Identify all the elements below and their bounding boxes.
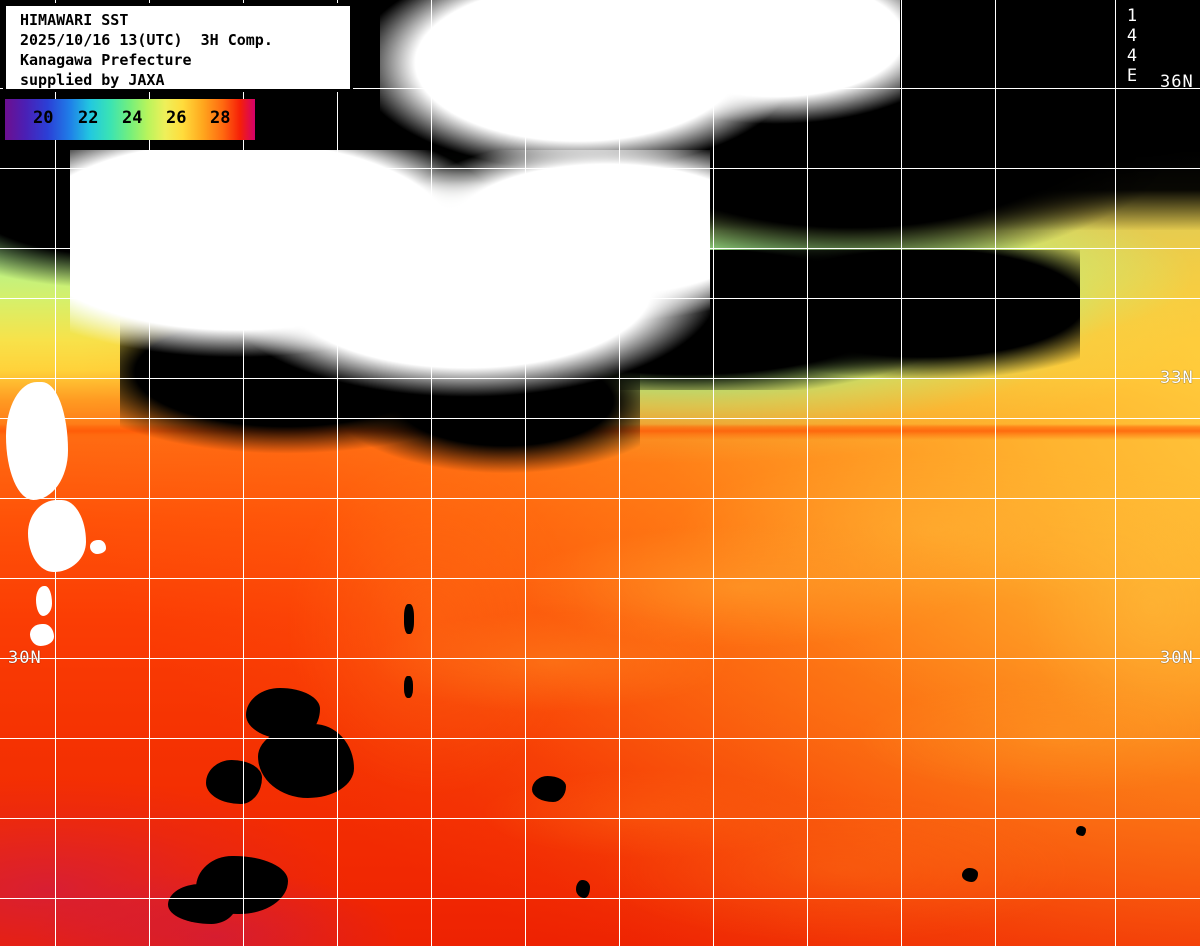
gridline-vertical-144e: [1115, 0, 1116, 946]
land-island: [30, 624, 54, 646]
land-island: [6, 382, 68, 500]
gridline-vertical: [431, 0, 432, 946]
cloud-blob: [532, 776, 566, 802]
cloud-blob: [168, 884, 238, 924]
gridline-horizontal-33n: [0, 378, 1200, 379]
gridline-vertical: [807, 0, 808, 946]
colorbar-tick-28: 28: [210, 108, 231, 128]
title-line-source: supplied by JAXA: [20, 71, 165, 89]
gridline-horizontal: [0, 818, 1200, 819]
title-line-product: HIMAWARI SST: [20, 11, 129, 29]
colorbar-tick-26: 26: [166, 108, 187, 128]
gridline-horizontal: [0, 738, 1200, 739]
lon-label-144e: 144E: [1122, 6, 1142, 86]
lat-label-36n-right: 36N: [1160, 72, 1194, 92]
gridline-horizontal: [0, 168, 1200, 169]
cloud-blob: [404, 676, 413, 698]
gridline-horizontal: [0, 898, 1200, 899]
gridline-horizontal-36n: [0, 88, 1200, 89]
land-island: [36, 586, 52, 616]
colorbar-tick-20: 20: [33, 108, 54, 128]
title-line-provider: Kanagawa Prefecture: [20, 51, 192, 69]
cloud-blob: [258, 724, 354, 798]
lat-label-30n-left: 30N: [8, 648, 42, 668]
gridline-vertical: [149, 0, 150, 946]
land-island: [90, 540, 106, 554]
colorbar-gradient: [5, 99, 255, 140]
gridline-horizontal: [0, 578, 1200, 579]
gridline-horizontal: [0, 418, 1200, 419]
land-honshu: [70, 150, 710, 480]
gridline-vertical: [713, 0, 714, 946]
title-legend-box: HIMAWARI SST 2025/10/16 13(UTC) 3H Comp.…: [3, 3, 353, 92]
title-line-datetime: 2025/10/16 13(UTC) 3H Comp.: [20, 31, 273, 49]
gridline-horizontal-30n: [0, 658, 1200, 659]
gridline-horizontal: [0, 498, 1200, 499]
colorbar-tick-22: 22: [78, 108, 99, 128]
gridline-horizontal: [0, 298, 1200, 299]
land-island: [28, 500, 86, 572]
colorbar-tick-24: 24: [122, 108, 143, 128]
cloud-blob: [206, 760, 262, 804]
lat-label-33n-right: 33N: [1160, 368, 1194, 388]
cloud-blob: [404, 604, 414, 634]
gridline-vertical: [995, 0, 996, 946]
cloud-blob: [576, 880, 590, 898]
lat-label-30n-right: 30N: [1160, 648, 1194, 668]
gridline-vertical: [901, 0, 902, 946]
gridline-vertical: [337, 0, 338, 946]
colorbar-legend: 20 22 24 26 28: [5, 99, 255, 140]
gridline-vertical: [525, 0, 526, 946]
gridline-horizontal: [0, 248, 1200, 249]
cloud-blob: [1076, 826, 1086, 836]
cloud-blob: [962, 868, 978, 882]
gridline-vertical: [243, 0, 244, 946]
gridline-vertical: [55, 0, 56, 946]
gridline-vertical: [619, 0, 620, 946]
